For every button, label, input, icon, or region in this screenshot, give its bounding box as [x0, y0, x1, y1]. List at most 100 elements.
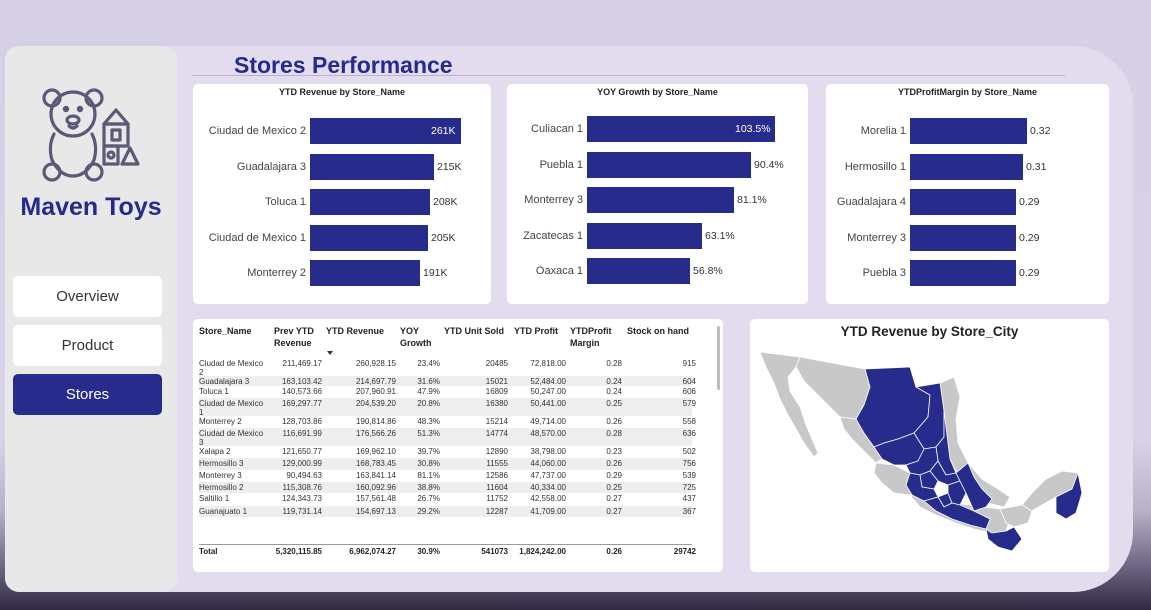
table-cell: 367: [682, 507, 696, 516]
page-title: Stores Performance: [234, 52, 453, 78]
revenue-bar[interactable]: [310, 189, 430, 215]
table-cell: 124,343.73: [281, 494, 322, 503]
teddy-bear-blocks-icon: [42, 88, 140, 182]
table-cell: 579: [682, 399, 696, 408]
table-cell: 604: [682, 377, 696, 386]
margin-bar[interactable]: [910, 224, 1016, 251]
table-cell: 15021: [485, 377, 508, 386]
table-cell: 168,783.45: [355, 459, 396, 468]
growth-bar[interactable]: [587, 187, 734, 213]
col-ytd-revenue[interactable]: YTD Revenue: [326, 326, 385, 336]
table-row[interactable]: Hermosillo 3 129,000.99 168,783.45 30.8% 115…: [199, 458, 696, 470]
col-store-name[interactable]: Store_Name: [199, 326, 252, 336]
growth-bar-label: Puebla 1: [539, 158, 583, 171]
revenue-bar[interactable]: [310, 224, 428, 251]
col-ytd-profit-margin[interactable]: YTDProfit Margin: [570, 326, 612, 348]
table-cell: 15214: [485, 417, 508, 426]
table-row[interactable]: Toluca 1 140,573.66 207,960.91 47.9% 16809 50…: [199, 386, 696, 398]
total-cell: 5,320,115.85: [275, 547, 322, 556]
table-cell: 558: [682, 417, 696, 426]
table-row[interactable]: Monterrey 2 128,703.86 190,814.86 48.3% 1521…: [199, 416, 696, 428]
table-cell: 11604: [486, 483, 508, 492]
table-scrollbar[interactable]: [717, 326, 720, 390]
growth-bar[interactable]: [587, 151, 751, 178]
revenue-bar[interactable]: [310, 153, 434, 180]
table-cell: Guanajuato 1: [199, 507, 248, 516]
margin-bar-value: 0.29: [1019, 196, 1040, 208]
revenue-bar-value: 191K: [423, 267, 448, 279]
margin-chart-title: YTDProfitMargin by Store_Name: [897, 87, 1038, 97]
table-row[interactable]: Monterrey 3 90,494.63 163,841.14 81.1% 12586…: [199, 470, 696, 482]
mexico-map[interactable]: [760, 347, 1100, 569]
margin-bar[interactable]: [910, 153, 1023, 180]
table-cell: 0.25: [606, 399, 622, 408]
brand-name: Maven Toys: [20, 193, 162, 221]
growth-bar[interactable]: [587, 222, 702, 249]
table-row[interactable]: Ciudad de Mexico 2 211,469.17 260,928.15 23…: [199, 358, 696, 377]
table-cell: 190,814.86: [355, 417, 396, 426]
table-cell: 121,650.77: [281, 447, 322, 456]
table-cell: 50,441.00: [530, 399, 566, 408]
revenue-bar-label: Monterrey 2: [247, 267, 306, 279]
table-cell: 163,841.14: [355, 471, 396, 480]
table-cell: 160,092.96: [355, 483, 396, 492]
map-region-baja: [760, 351, 819, 458]
growth-bar-value: 63.1%: [705, 229, 735, 242]
table-row[interactable]: Guadalajara 3 163,103.42 214,697.79 31.6% 15…: [199, 376, 696, 386]
table-cell: 539: [682, 471, 696, 480]
table-cell: Ciudad de Mexico 2: [199, 359, 264, 377]
table-row[interactable]: Xalapa 2 121,650.77 169,962.10 39.7% 12890 38…: [199, 446, 696, 458]
table-row[interactable]: Ciudad de Mexico 1 169,297.77 204,539.20 20…: [199, 398, 696, 417]
table-cell: 0.24: [606, 387, 622, 396]
nav-overview-button[interactable]: Overview: [13, 276, 162, 317]
table-cell: 72,818.00: [530, 359, 566, 368]
margin-bar[interactable]: [910, 118, 1027, 144]
margin-bar[interactable]: [910, 189, 1016, 215]
margin-bar-value: 0.31: [1026, 160, 1047, 173]
col-ytd-profit[interactable]: YTD Profit: [514, 326, 558, 336]
table-row[interactable]: Guanajuato 1 119,731.14 154,697.13 29.2% 122…: [199, 506, 696, 517]
revenue-bar[interactable]: [310, 260, 420, 286]
table-cell: 31.6%: [417, 377, 440, 386]
margin-bar-value: 0.29: [1019, 231, 1040, 244]
table-cell: 42,558.00: [530, 494, 566, 503]
sort-desc-icon[interactable]: [327, 351, 333, 355]
growth-bar[interactable]: [587, 258, 690, 284]
growth-bar-label: Culiacan 1: [531, 123, 583, 135]
table-cell: 119,731.14: [282, 507, 322, 516]
revenue-bar-value: 208K: [433, 196, 458, 208]
revenue-bar-value: 205K: [431, 231, 456, 244]
table-cell: 81.1%: [417, 471, 440, 480]
table-cell: 16380: [485, 399, 508, 408]
col-yoy-growth[interactable]: YOY Growth: [400, 326, 432, 348]
growth-bar[interactable]: [587, 116, 775, 142]
revenue-bar-value: 215K: [437, 160, 462, 173]
table-cell: 502: [682, 447, 696, 456]
margin-chart: YTDProfitMargin by Store_Name Morelia 1 0…: [826, 84, 1109, 304]
table-cell: 163,103.42: [281, 377, 322, 386]
table-cell: 41,709.00: [530, 507, 566, 516]
revenue-chart: YTD Revenue by Store_Name Ciudad de Mexi…: [193, 84, 491, 304]
table-row[interactable]: Hermosillo 2 115,308.76 160,092.96 38.8% 116…: [199, 482, 696, 493]
table-row[interactable]: Saltillo 1 124,343.73 157,561.48 26.7% 11752…: [199, 493, 696, 506]
table-cell: Guadalajara 3: [199, 377, 250, 386]
table-row[interactable]: Ciudad de Mexico 3 116,691.99 176,566.26 51…: [199, 428, 696, 447]
table-cell: 38,798.00: [530, 447, 566, 456]
growth-chart-title: YOY Growth by Store_Name: [597, 87, 718, 97]
revenue-bar[interactable]: [310, 118, 461, 144]
map-region-oaxaca-guerrero: [923, 496, 991, 530]
col-ytd-unit-sold[interactable]: YTD Unit Sold: [444, 326, 504, 336]
col-stock-on-hand[interactable]: Stock on hand: [627, 326, 690, 336]
nav-stores-button[interactable]: Stores: [13, 374, 162, 415]
table-cell: 140,573.66: [281, 387, 322, 396]
nav-product-button[interactable]: Product: [13, 325, 162, 366]
margin-bar[interactable]: [910, 260, 1016, 286]
table-cell: Ciudad de Mexico 1: [199, 399, 264, 417]
col-prev-ytd-revenue[interactable]: Prev YTD Revenue: [274, 326, 314, 348]
table-cell: 48,570.00: [530, 429, 566, 438]
table-cell: 0.28: [606, 429, 622, 438]
table-cell: 169,297.77: [281, 399, 322, 408]
table-cell: 129,000.99: [281, 459, 322, 468]
table-cell: 39.7%: [417, 447, 440, 456]
table-cell: 0.27: [606, 507, 622, 516]
